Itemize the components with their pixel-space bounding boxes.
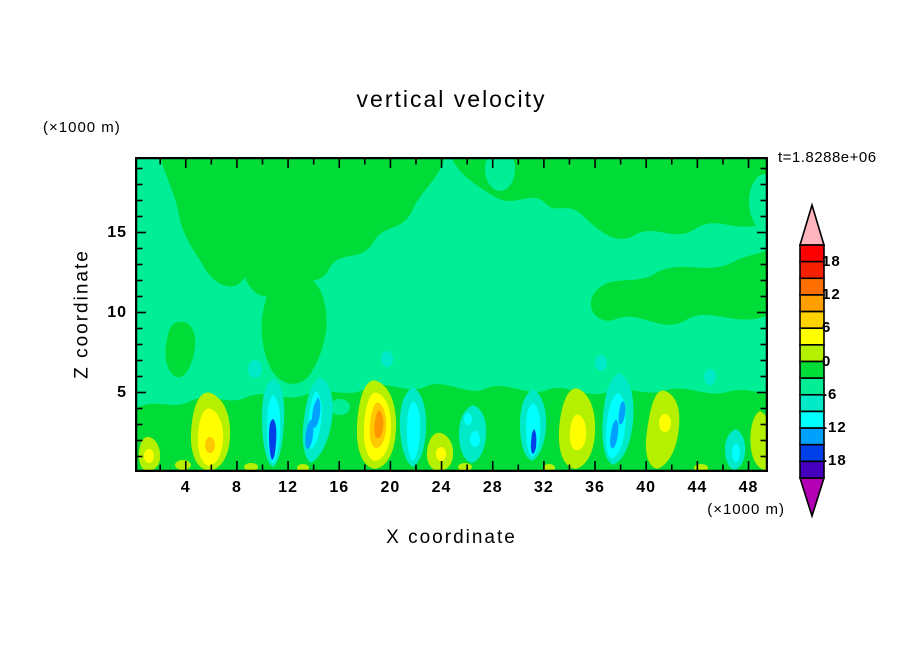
- colorbar-label: 6: [822, 319, 832, 337]
- plot-border: [135, 157, 768, 472]
- colorbar-label: 18: [822, 252, 841, 270]
- colorbar-label: -12: [822, 419, 847, 437]
- colorbar: [798, 202, 826, 519]
- plot-title: vertical velocity: [356, 86, 547, 112]
- downdraft-plumes: [262, 373, 746, 470]
- x-tick-label: 44: [687, 479, 708, 496]
- x-tick-label: 36: [585, 479, 605, 496]
- x-tick-label: 8: [231, 479, 242, 496]
- colorbar-label: -6: [822, 385, 838, 403]
- x-tick-label: 16: [329, 479, 350, 496]
- x-tick-label: 48: [738, 479, 759, 496]
- x-tick-label: 12: [278, 479, 298, 496]
- x-tick-label: 24: [431, 479, 452, 496]
- y-tick-label: 15: [107, 223, 127, 241]
- colorbar-label: 12: [822, 285, 841, 303]
- colorbar-boxes: [799, 244, 825, 479]
- x-axis-unit: (×1000 m): [707, 501, 785, 518]
- x-tick-label: 20: [380, 479, 401, 496]
- x-tick-label: 32: [533, 479, 554, 496]
- time-annotation: t=1.8288e+06: [778, 149, 877, 166]
- colorbar-label: 0: [822, 352, 832, 370]
- x-axis-title: X coordinate: [386, 527, 517, 548]
- x-tick-label: 40: [636, 479, 657, 496]
- y-tick-label: 5: [117, 383, 127, 401]
- y-tick-label: 10: [107, 303, 127, 321]
- colorbar-under-triangle: [798, 477, 826, 519]
- updraft-plumes: [138, 380, 768, 471]
- mid-level-downdraft-specks: [248, 351, 716, 385]
- x-tick-label: 28: [482, 479, 503, 496]
- axis-ticks: [137, 159, 766, 470]
- contour-plot: [135, 157, 768, 472]
- y-axis-unit: (×1000 m): [43, 119, 121, 136]
- colorbar-over-triangle: [798, 202, 826, 246]
- x-tick-label: 4: [180, 479, 191, 496]
- colorbar-label: -18: [822, 452, 847, 470]
